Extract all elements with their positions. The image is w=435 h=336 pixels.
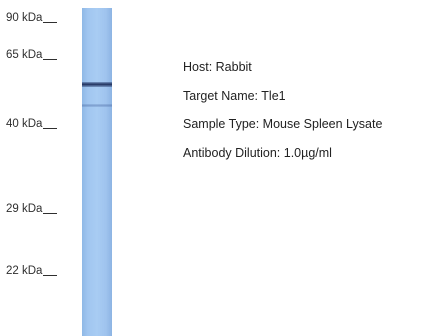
- marker-tick: [43, 275, 58, 276]
- protein-band: [82, 82, 112, 87]
- marker-tick: [43, 59, 58, 60]
- marker-label: 29 kDa: [6, 203, 43, 215]
- sample-type-line: Sample Type: Mouse Spleen Lysate: [183, 117, 383, 131]
- marker-tick: [43, 213, 58, 214]
- marker-22kda: 22 kDa: [6, 264, 58, 278]
- marker-label: 65 kDa: [6, 49, 43, 61]
- faint-band: [82, 104, 112, 107]
- western-blot-lane: [82, 8, 112, 336]
- molecular-weight-markers: 90 kDa 65 kDa 40 kDa 29 kDa 22 kDa: [0, 0, 80, 336]
- marker-label: 90 kDa: [6, 12, 43, 24]
- target-name-line: Target Name: Tle1: [183, 88, 286, 103]
- antibody-dilution-line: Antibody Dilution: 1.0µg/ml: [183, 145, 332, 160]
- experiment-info-panel: Host: Rabbit Target Name: Tle1 Sample Ty…: [183, 60, 433, 174]
- marker-90kda: 90 kDa: [6, 11, 58, 25]
- host-line: Host: Rabbit: [183, 60, 252, 74]
- marker-label: 40 kDa: [6, 118, 43, 130]
- marker-tick: [43, 128, 58, 129]
- marker-tick: [43, 22, 58, 23]
- marker-40kda: 40 kDa: [6, 117, 58, 131]
- marker-label: 22 kDa: [6, 265, 43, 277]
- marker-29kda: 29 kDa: [6, 202, 58, 216]
- marker-65kda: 65 kDa: [6, 48, 58, 62]
